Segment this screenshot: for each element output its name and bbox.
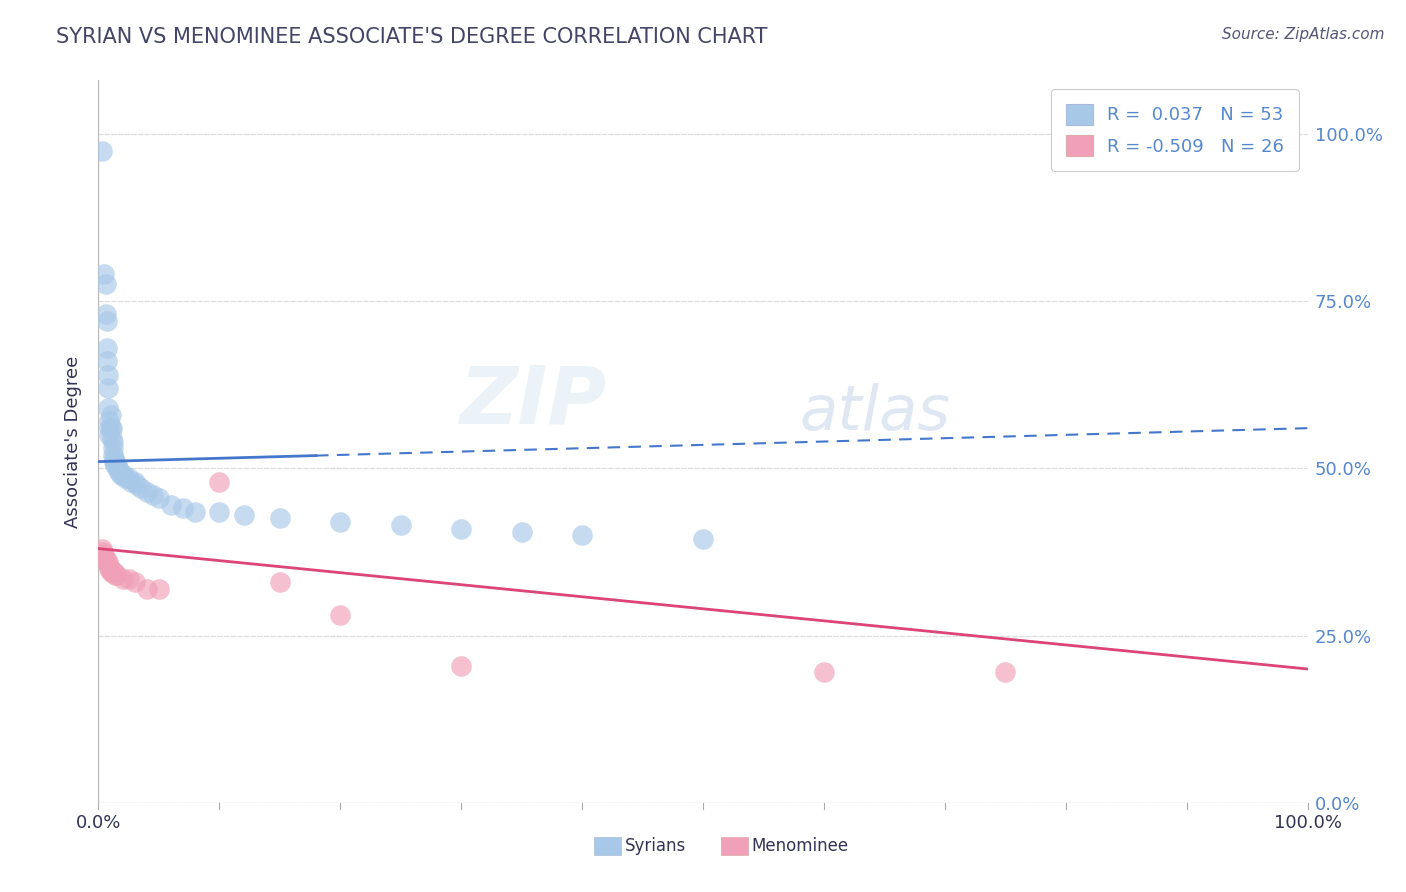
Point <box>98 427 121 442</box>
Point <box>124 475 146 489</box>
Point <box>100 431 122 445</box>
Point <box>108 465 131 479</box>
Point <box>97 401 120 416</box>
Y-axis label: Associate's Degree: Associate's Degree <box>65 355 83 528</box>
Point <box>450 521 472 535</box>
Point <box>120 475 142 489</box>
Point <box>100 408 122 422</box>
Point <box>148 491 170 506</box>
Point <box>94 551 117 566</box>
Point <box>101 434 124 449</box>
Point <box>101 565 124 579</box>
Point <box>94 277 117 292</box>
Point <box>269 575 291 590</box>
Point <box>208 505 231 519</box>
Text: SYRIAN VS MENOMINEE ASSOCIATE'S DEGREE CORRELATION CHART: SYRIAN VS MENOMINEE ASSOCIATE'S DEGREE C… <box>56 27 768 46</box>
Point <box>96 341 118 355</box>
Point <box>93 548 115 563</box>
Point <box>94 307 117 322</box>
Point <box>510 524 533 539</box>
Point <box>692 532 714 546</box>
Bar <box>721 837 748 855</box>
Bar <box>595 837 621 855</box>
Point <box>100 562 122 576</box>
Point <box>329 608 352 623</box>
Point <box>103 455 125 469</box>
Point <box>172 501 194 516</box>
Point <box>96 314 118 328</box>
Point <box>97 368 120 382</box>
Point <box>93 268 115 282</box>
Point <box>105 458 128 472</box>
Point <box>98 421 121 435</box>
Point <box>994 665 1017 680</box>
Text: atlas: atlas <box>800 383 950 442</box>
Point <box>813 665 835 680</box>
Point <box>96 354 118 368</box>
Point <box>96 555 118 569</box>
Point <box>91 545 114 559</box>
Point <box>107 461 129 475</box>
Point <box>97 558 120 573</box>
Point <box>112 467 135 482</box>
Text: Syrians: Syrians <box>624 838 686 855</box>
Point <box>98 562 121 576</box>
Point <box>103 565 125 579</box>
Point <box>101 442 124 455</box>
Legend: R =  0.037   N = 53, R = -0.509   N = 26: R = 0.037 N = 53, R = -0.509 N = 26 <box>1052 89 1299 170</box>
Point <box>104 455 127 469</box>
Point <box>142 488 165 502</box>
Point <box>108 465 131 479</box>
Point <box>571 528 593 542</box>
Point <box>148 582 170 596</box>
Point <box>104 458 127 472</box>
Point <box>100 565 122 579</box>
Point <box>103 451 125 466</box>
Point <box>129 482 152 496</box>
Point <box>160 498 183 512</box>
Point <box>118 572 141 586</box>
Point <box>114 471 136 485</box>
Point <box>105 461 128 475</box>
Point <box>97 555 120 569</box>
Point <box>91 144 114 158</box>
Point <box>135 582 157 596</box>
Point <box>127 478 149 492</box>
Point <box>100 421 122 435</box>
Point <box>450 658 472 673</box>
Text: Source: ZipAtlas.com: Source: ZipAtlas.com <box>1222 27 1385 42</box>
Point <box>329 515 352 529</box>
Point <box>100 565 122 579</box>
Point <box>91 541 114 556</box>
Point <box>269 511 291 525</box>
Point <box>184 505 207 519</box>
Point <box>208 475 231 489</box>
Point <box>104 568 127 582</box>
Point <box>100 421 122 435</box>
Point <box>389 518 412 533</box>
Point <box>232 508 254 523</box>
Text: Menominee: Menominee <box>751 838 848 855</box>
Point <box>124 575 146 590</box>
Point <box>105 568 128 582</box>
Point <box>118 471 141 485</box>
Point <box>111 467 134 482</box>
Point <box>98 414 121 429</box>
Text: ZIP: ZIP <box>458 363 606 441</box>
Point <box>110 467 132 482</box>
Point <box>111 572 134 586</box>
Point <box>135 484 157 499</box>
Point <box>101 448 124 462</box>
Point <box>97 381 120 395</box>
